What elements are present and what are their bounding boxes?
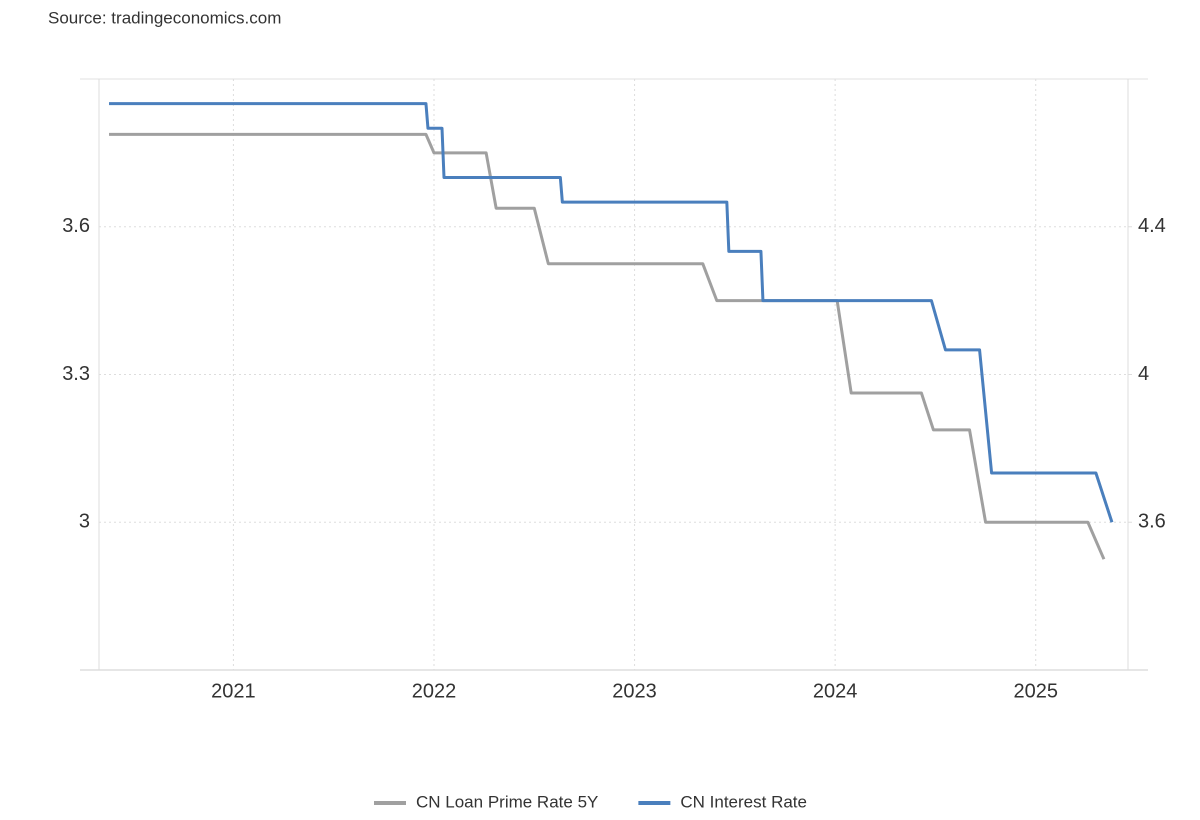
series-line — [109, 102, 1114, 523]
y-tick-label: 3 — [79, 511, 90, 533]
y2-tick-label: 4.4 — [1138, 215, 1166, 237]
source: Source: tradingeconomics.com — [48, 8, 281, 27]
x-tick-label: 2021 — [211, 680, 256, 702]
x-tick-label: 2022 — [412, 680, 457, 702]
x-tick-label: 2025 — [1013, 680, 1058, 702]
legend-label: CN Loan Prime Rate 5Y — [416, 792, 598, 811]
y2-tick-label: 3.6 — [1138, 511, 1166, 533]
y-tick-label: 3.3 — [62, 363, 90, 385]
series-line — [109, 132, 1106, 560]
y-tick-label: 3.6 — [62, 215, 90, 237]
y2-tick-label: 4 — [1138, 363, 1149, 385]
x-tick-label: 2023 — [612, 680, 657, 702]
x-tick-label: 2024 — [813, 680, 858, 702]
legend-label: CN Interest Rate — [680, 792, 807, 811]
